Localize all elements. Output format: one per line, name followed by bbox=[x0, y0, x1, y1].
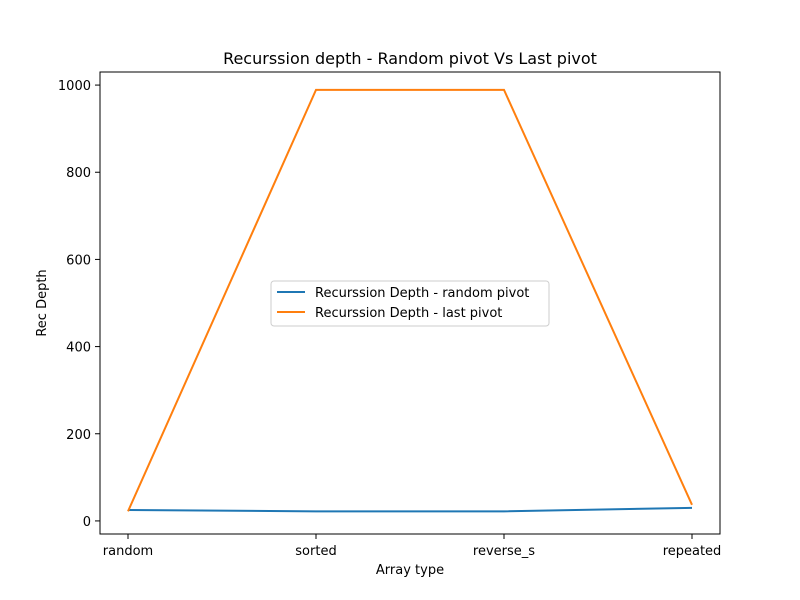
series-line-1 bbox=[127, 88, 693, 512]
x-axis-label: Array type bbox=[376, 563, 444, 578]
x-tick-label: reverse_s bbox=[473, 544, 535, 559]
plot-frame bbox=[99, 71, 721, 535]
y-axis: 0 200 400 600 800 1000 bbox=[58, 79, 100, 530]
y-tick-label: 200 bbox=[66, 428, 91, 443]
x-tick-label: repeated bbox=[663, 544, 722, 559]
plot-lines bbox=[127, 88, 693, 513]
legend-label-random-pivot: Recurssion Depth - random pivot bbox=[315, 286, 529, 301]
chart-title: Recurssion depth - Random pivot Vs Last … bbox=[223, 49, 597, 68]
y-tick-label: 0 bbox=[83, 515, 91, 530]
y-tick-label: 1000 bbox=[58, 79, 91, 94]
y-tick-label: 800 bbox=[66, 166, 91, 181]
y-tick-label: 600 bbox=[66, 253, 91, 268]
legend-label-last-pivot: Recurssion Depth - last pivot bbox=[315, 306, 502, 321]
y-tick-label: 400 bbox=[66, 341, 91, 356]
legend: Recurssion Depth - random pivot Recurssi… bbox=[270, 280, 550, 327]
y-axis-label: Rec Depth bbox=[35, 269, 50, 336]
x-tick-label: random bbox=[103, 544, 153, 559]
x-axis: random sorted reverse_s repeated bbox=[103, 534, 722, 559]
legend-box bbox=[270, 280, 550, 327]
series-line-0 bbox=[127, 506, 693, 513]
x-tick-label: sorted bbox=[295, 544, 336, 559]
